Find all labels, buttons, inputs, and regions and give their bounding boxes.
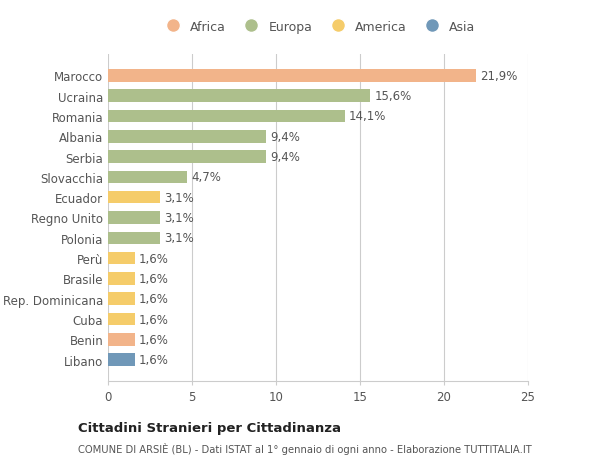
Text: 9,4%: 9,4%: [270, 130, 300, 144]
Legend: Africa, Europa, America, Asia: Africa, Europa, America, Asia: [155, 16, 481, 39]
Bar: [108, 171, 187, 184]
Bar: [108, 111, 345, 123]
Text: 1,6%: 1,6%: [139, 252, 169, 265]
Bar: [108, 353, 135, 366]
Bar: [108, 212, 160, 224]
Bar: [108, 191, 160, 204]
Text: 3,1%: 3,1%: [164, 212, 194, 224]
Bar: [108, 70, 476, 83]
Bar: [108, 293, 135, 305]
Bar: [108, 333, 135, 346]
Text: 4,7%: 4,7%: [191, 171, 221, 184]
Bar: [108, 273, 135, 285]
Text: 3,1%: 3,1%: [164, 232, 194, 245]
Bar: [108, 232, 160, 245]
Text: 21,9%: 21,9%: [480, 70, 517, 83]
Text: 1,6%: 1,6%: [139, 333, 169, 346]
Bar: [108, 252, 135, 265]
Text: 1,6%: 1,6%: [139, 313, 169, 326]
Text: 15,6%: 15,6%: [374, 90, 412, 103]
Text: COMUNE DI ARSIÈ (BL) - Dati ISTAT al 1° gennaio di ogni anno - Elaborazione TUTT: COMUNE DI ARSIÈ (BL) - Dati ISTAT al 1° …: [78, 442, 532, 454]
Bar: [108, 131, 266, 143]
Bar: [108, 90, 370, 103]
Text: 9,4%: 9,4%: [270, 151, 300, 164]
Bar: [108, 151, 266, 163]
Text: Cittadini Stranieri per Cittadinanza: Cittadini Stranieri per Cittadinanza: [78, 421, 341, 434]
Text: 1,6%: 1,6%: [139, 292, 169, 306]
Text: 1,6%: 1,6%: [139, 272, 169, 285]
Bar: [108, 313, 135, 325]
Text: 3,1%: 3,1%: [164, 191, 194, 204]
Text: 1,6%: 1,6%: [139, 353, 169, 366]
Text: 14,1%: 14,1%: [349, 110, 386, 123]
